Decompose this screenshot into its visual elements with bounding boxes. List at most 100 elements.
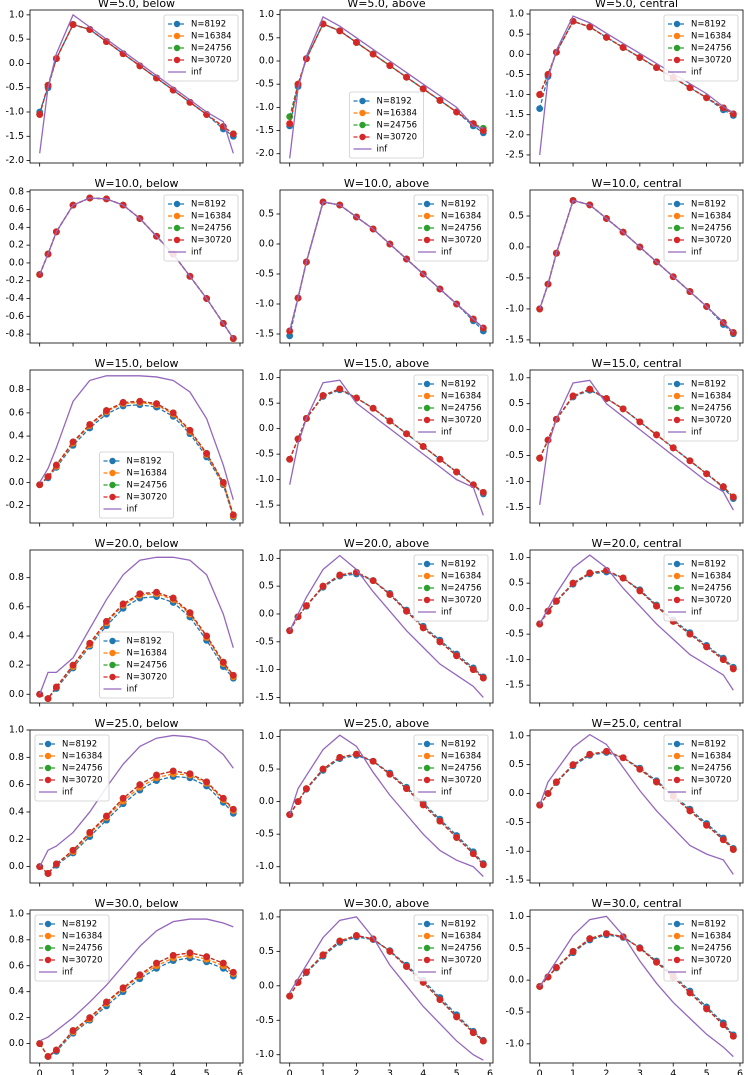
legend-box: [413, 554, 489, 622]
marker: [603, 567, 610, 574]
y-tick-label: 1.0: [509, 911, 524, 922]
plot-area: [36, 734, 237, 877]
legend-label: N=8192: [691, 20, 726, 30]
marker: [52, 461, 60, 469]
y-tick-label: -0.2: [5, 500, 24, 511]
series-line: [289, 388, 484, 493]
axes-frame: [529, 909, 744, 1064]
y-tick-label: 0.0: [9, 861, 24, 872]
marker: [219, 794, 227, 802]
legend: N=8192 N=16384 N=24756 N=30720 inf: [663, 194, 739, 262]
y-tick-label: -0.5: [505, 629, 524, 640]
series-line: [539, 733, 734, 875]
marker: [453, 652, 461, 660]
legend-label: N=8192: [441, 200, 476, 210]
y-tick-label: 0.8: [9, 186, 24, 197]
marker: [369, 577, 377, 584]
plot-area: [286, 16, 487, 159]
y-tick-label: 0.2: [9, 240, 24, 251]
marker: [586, 23, 594, 31]
legend-marker: [44, 932, 52, 940]
marker: [419, 801, 427, 809]
legend-marker: [673, 920, 681, 928]
legend-label: inf: [441, 428, 453, 438]
marker: [636, 765, 644, 773]
legend-label: N=30720: [441, 416, 482, 426]
series-line: [289, 554, 484, 698]
plot-area: [36, 375, 237, 521]
marker: [686, 84, 694, 92]
y-tick-label: -2.5: [505, 149, 524, 160]
legend-label: N=16384: [127, 649, 168, 659]
subplot-title: W=5.0, central: [595, 0, 678, 10]
marker: [203, 778, 211, 786]
legend-label: N=16384: [691, 572, 732, 582]
legend-marker: [673, 236, 681, 244]
legend-label: N=8192: [441, 560, 476, 570]
marker: [453, 468, 461, 476]
y-tick-label: -1.5: [255, 125, 274, 136]
legend-label: N=24756: [691, 584, 732, 594]
series-line: [539, 750, 734, 850]
subplot-title: W=5.0, above: [347, 0, 426, 10]
marker: [719, 1021, 727, 1029]
legend-marker: [423, 596, 431, 604]
y-tick-label: -1.5: [505, 109, 524, 120]
y-tick-label: -1.5: [505, 334, 524, 345]
legend-label: N=24756: [441, 764, 482, 774]
subplot: W=20.0, central -1.5 -1.0 -0.5 0.0 0.5 1.0 N=81…: [505, 537, 744, 707]
legend-marker: [423, 224, 431, 232]
legend-marker: [673, 200, 681, 208]
legend-label: N=24756: [191, 44, 232, 54]
marker: [603, 33, 610, 41]
legend-label: N=8192: [691, 920, 726, 930]
legend-label: inf: [691, 968, 703, 978]
plot-area: [286, 198, 487, 340]
plot-area: [286, 734, 487, 877]
marker: [103, 812, 110, 820]
legend-label: N=24756: [191, 224, 232, 234]
legend-label: N=24756: [62, 764, 103, 774]
legend-box: [99, 451, 174, 519]
series-line: [39, 952, 234, 1058]
y-tick-label: 0.6: [9, 407, 24, 418]
series-line: [539, 388, 734, 498]
marker: [569, 948, 577, 955]
marker: [653, 778, 660, 786]
marker: [119, 984, 127, 992]
subplot-title: W=10.0, above: [344, 177, 430, 190]
legend-label: N=8192: [127, 637, 162, 647]
marker: [669, 444, 677, 452]
legend: N=8192 N=16384 N=24756 N=30720 inf: [163, 194, 239, 262]
legend: N=8192 N=16384 N=24756 N=30720 inf: [663, 914, 739, 982]
marker: [169, 594, 177, 602]
legend-label: N=16384: [441, 932, 482, 942]
marker: [36, 481, 44, 489]
marker: [336, 385, 344, 393]
subplot: W=5.0, below -2.0 -1.5 -1.0 -0.5 0.0 0.5 1.0 N=8…: [5, 0, 244, 167]
x-tick-label: 3: [137, 1069, 143, 1075]
y-tick-label: 0.8: [9, 572, 24, 583]
y-tick-label: 1.0: [259, 372, 274, 383]
subplot: W=25.0, below 0.0 0.2 0.4 0.6 0.8 1.0 N=8192 N=1…: [9, 717, 244, 887]
y-tick-label: 1.0: [509, 730, 524, 741]
marker: [136, 397, 144, 405]
legend-marker: [109, 637, 116, 645]
axes-frame: [529, 9, 744, 164]
y-tick-label: 1.0: [509, 372, 524, 383]
legend-marker: [109, 457, 116, 465]
marker: [653, 431, 660, 439]
legend-box: [99, 631, 174, 699]
series-line: [289, 753, 484, 866]
marker: [469, 850, 477, 858]
marker: [729, 665, 737, 673]
legend-label: N=8192: [441, 380, 476, 390]
legend-label: N=30720: [691, 596, 732, 606]
subplot-title: W=30.0, below: [94, 897, 178, 910]
y-tick-label: -1.5: [5, 131, 24, 142]
y-tick-label: 0.2: [9, 660, 24, 671]
axes-frame: [29, 369, 244, 524]
marker: [653, 958, 660, 966]
legend-marker: [44, 752, 52, 760]
y-tick-label: -1.0: [505, 846, 524, 857]
